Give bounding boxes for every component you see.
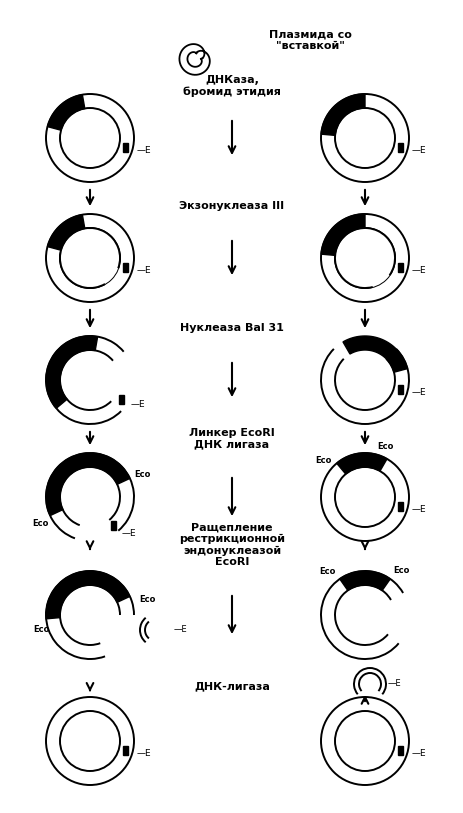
Text: Нуклеаза Bal 31: Нуклеаза Bal 31	[180, 323, 284, 333]
Circle shape	[44, 334, 136, 426]
Circle shape	[60, 228, 120, 288]
Polygon shape	[46, 571, 130, 619]
Text: Ращепление
рестрикционной
эндонуклеазой
EcoRI: Ращепление рестрикционной эндонуклеазой …	[179, 523, 285, 567]
Bar	[123, 143, 128, 152]
Circle shape	[46, 214, 134, 302]
Polygon shape	[46, 453, 130, 515]
Bar	[123, 746, 128, 755]
Circle shape	[46, 94, 134, 182]
Circle shape	[321, 94, 409, 182]
Polygon shape	[321, 214, 365, 255]
Bar	[398, 263, 403, 272]
Text: —E: —E	[412, 146, 426, 154]
Circle shape	[321, 697, 409, 785]
Circle shape	[44, 451, 136, 543]
Bar	[398, 502, 403, 511]
Polygon shape	[337, 453, 387, 474]
Text: —E: —E	[137, 749, 151, 758]
Text: —E: —E	[412, 749, 426, 758]
Text: Eco: Eco	[377, 441, 394, 450]
Circle shape	[46, 697, 134, 785]
Circle shape	[321, 453, 409, 541]
Text: Eco: Eco	[319, 567, 336, 576]
Text: —E: —E	[131, 401, 145, 410]
Text: Линкер EcoRI
ДНК лигаза: Линкер EcoRI ДНК лигаза	[189, 428, 275, 450]
Text: —E: —E	[412, 266, 426, 275]
Circle shape	[352, 666, 388, 702]
Text: ДНКаза,
бромид этидия: ДНКаза, бромид этидия	[183, 75, 281, 97]
Circle shape	[44, 569, 136, 661]
Text: —E: —E	[174, 625, 188, 634]
Bar	[398, 746, 403, 755]
Text: —E: —E	[137, 146, 151, 154]
Text: —E: —E	[388, 680, 401, 689]
Bar	[111, 521, 116, 530]
Polygon shape	[48, 94, 85, 130]
Text: Eco: Eco	[33, 625, 50, 634]
Text: Eco: Eco	[32, 519, 48, 528]
Circle shape	[138, 612, 174, 648]
Text: —E: —E	[137, 266, 151, 275]
Text: Eco: Eco	[315, 456, 332, 465]
Polygon shape	[340, 571, 390, 590]
Polygon shape	[48, 215, 85, 250]
Polygon shape	[321, 94, 365, 136]
Text: Плазмида со
"вставкой": Плазмида со "вставкой"	[269, 29, 351, 50]
Polygon shape	[343, 336, 407, 372]
Bar	[398, 143, 403, 152]
Circle shape	[335, 228, 395, 288]
Text: —E: —E	[121, 528, 136, 537]
Polygon shape	[46, 336, 98, 408]
Text: ДНК-лигаза: ДНК-лигаза	[194, 681, 270, 691]
Circle shape	[319, 334, 411, 426]
Text: —E: —E	[412, 505, 426, 514]
Circle shape	[319, 569, 411, 661]
Bar	[119, 395, 124, 404]
Text: —E: —E	[412, 388, 426, 397]
Bar	[123, 263, 128, 272]
Text: Экзонуклеаза III: Экзонуклеаза III	[180, 201, 285, 211]
Text: Eco: Eco	[134, 471, 151, 480]
Bar	[398, 385, 403, 394]
Text: Eco: Eco	[139, 595, 156, 604]
Text: Eco: Eco	[393, 566, 409, 575]
Circle shape	[321, 214, 409, 302]
